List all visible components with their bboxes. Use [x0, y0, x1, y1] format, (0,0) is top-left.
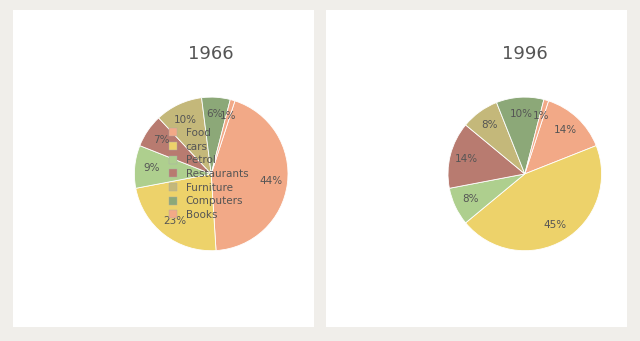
Text: 10%: 10% — [509, 109, 532, 119]
Text: 9%: 9% — [143, 163, 160, 173]
Wedge shape — [159, 98, 211, 174]
Wedge shape — [448, 125, 525, 188]
Wedge shape — [449, 174, 525, 223]
Text: 14%: 14% — [455, 154, 478, 164]
Text: 8%: 8% — [462, 194, 479, 204]
Wedge shape — [466, 146, 602, 251]
Wedge shape — [211, 100, 235, 174]
Text: 6%: 6% — [207, 109, 223, 119]
Text: 14%: 14% — [554, 125, 577, 135]
Text: 44%: 44% — [259, 176, 282, 187]
Wedge shape — [525, 101, 596, 174]
Text: 23%: 23% — [163, 216, 186, 226]
Title: 1966: 1966 — [188, 45, 234, 63]
Title: 1996: 1996 — [502, 45, 548, 63]
Legend: Food, cars, Petrol, Restaurants, Furniture, Computers, Books: Food, cars, Petrol, Restaurants, Furnitu… — [169, 128, 248, 220]
Text: 10%: 10% — [174, 115, 197, 125]
Wedge shape — [202, 97, 230, 174]
Text: 45%: 45% — [544, 221, 567, 231]
Wedge shape — [134, 146, 211, 188]
Text: 8%: 8% — [481, 120, 498, 131]
Wedge shape — [525, 100, 548, 174]
Text: 1%: 1% — [220, 112, 236, 121]
Wedge shape — [497, 97, 544, 174]
Wedge shape — [136, 174, 216, 251]
Wedge shape — [466, 103, 525, 174]
Wedge shape — [211, 101, 288, 251]
Text: 7%: 7% — [154, 135, 170, 145]
Text: 1%: 1% — [533, 112, 550, 121]
Wedge shape — [140, 118, 211, 174]
